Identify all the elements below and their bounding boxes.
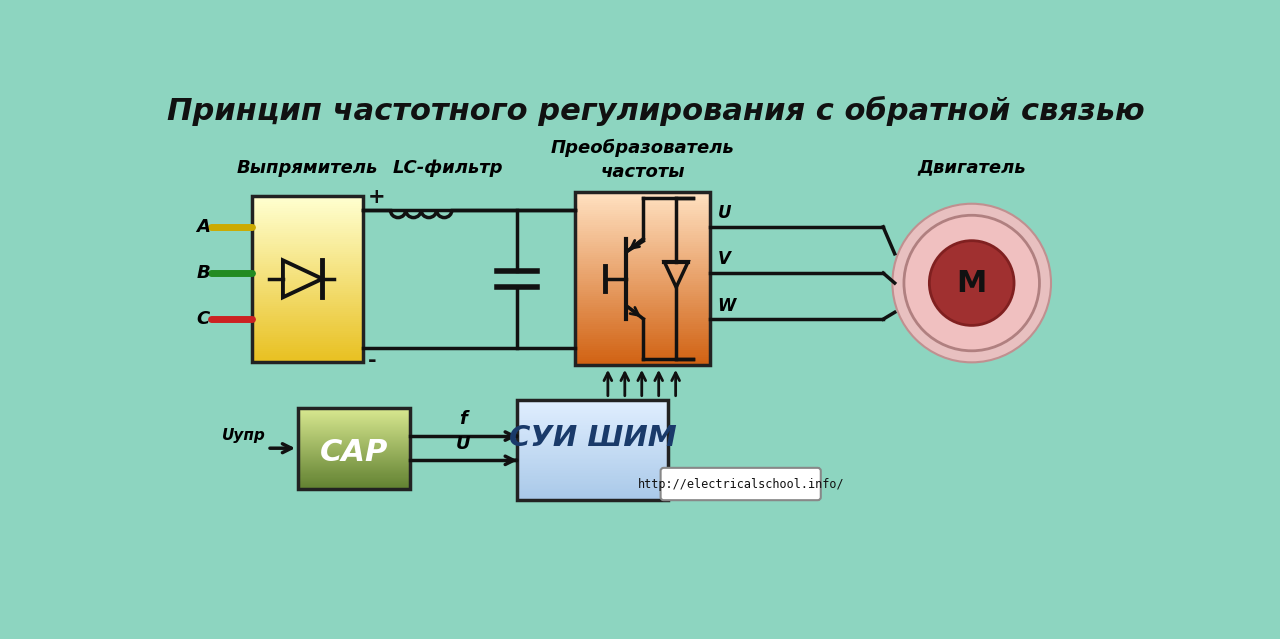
Text: СУИ ШИМ: СУИ ШИМ — [508, 424, 676, 452]
FancyBboxPatch shape — [660, 468, 820, 500]
Text: М: М — [956, 268, 987, 298]
Text: Выпрямитель: Выпрямитель — [237, 158, 379, 176]
Text: В: В — [196, 264, 210, 282]
Text: U: U — [456, 435, 471, 452]
Text: Uупр: Uупр — [223, 428, 266, 443]
Text: A: A — [196, 218, 210, 236]
Text: V: V — [718, 250, 731, 268]
Text: +: + — [369, 187, 385, 207]
Circle shape — [929, 241, 1014, 325]
Text: С: С — [197, 310, 210, 328]
Text: LC-фильтр: LC-фильтр — [393, 158, 503, 176]
Bar — [575, 192, 710, 366]
Text: http://electricalschool.info/: http://electricalschool.info/ — [637, 477, 844, 491]
Text: U: U — [718, 204, 731, 222]
Text: f: f — [460, 410, 467, 428]
Ellipse shape — [892, 204, 1051, 362]
Text: Двигатель: Двигатель — [918, 158, 1027, 176]
Text: -: - — [369, 351, 376, 371]
Bar — [252, 196, 364, 362]
Text: Преобразователь
частоты: Преобразователь частоты — [550, 139, 735, 181]
Bar — [298, 408, 410, 489]
Text: Принцип частотного регулирования с обратной связью: Принцип частотного регулирования с обрат… — [168, 96, 1144, 127]
Ellipse shape — [904, 215, 1039, 351]
Text: W: W — [718, 296, 736, 314]
Bar — [517, 400, 668, 500]
Text: САР: САР — [320, 438, 388, 466]
